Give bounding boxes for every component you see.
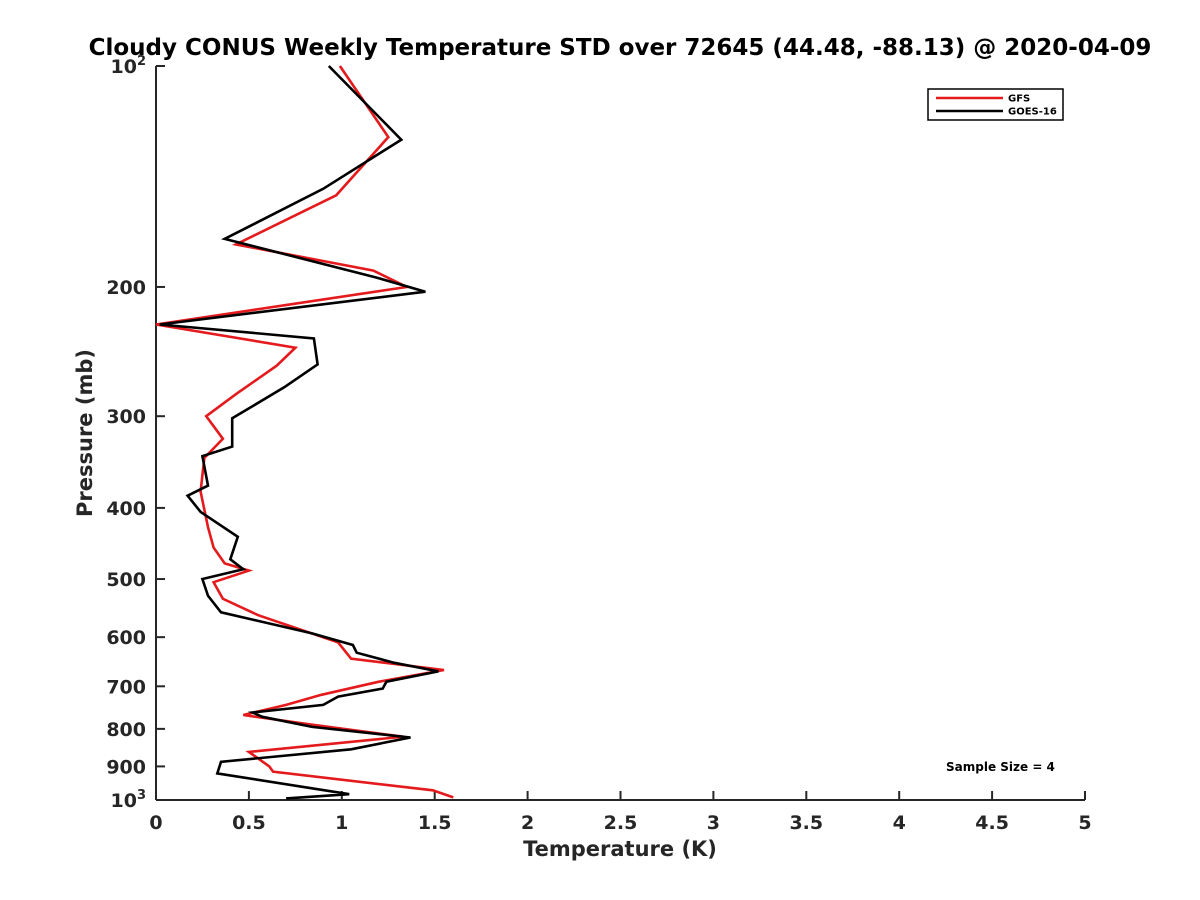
y-tick-label: 600 <box>106 627 146 649</box>
x-axis-label: Temperature (K) <box>523 837 717 861</box>
legend-box <box>927 88 1064 121</box>
x-tick-label: 2 <box>521 812 534 834</box>
y-tick-label: 103 <box>111 788 147 812</box>
legend-label-goes-16: GOES-16 <box>1008 107 1057 118</box>
x-ticks: 0 0.5 1 1.5 2 2.5 3 3.5 4 4.5 5 <box>149 791 1092 834</box>
legend: GFS GOES-16 <box>927 88 1064 121</box>
y-tick-label: 102 <box>111 54 147 78</box>
series-lines <box>155 65 454 800</box>
x-tick-label: 5 <box>1078 812 1091 834</box>
x-tick-label: 1.5 <box>418 812 452 834</box>
y-axis-label: Pressure (mb) <box>73 349 97 517</box>
series-line-goes-16 <box>159 65 439 800</box>
plot-area: 0 0.5 1 1.5 2 2.5 3 3.5 4 4.5 5 102 200 300 400 500 600… <box>106 54 1091 834</box>
x-tick-label: 4.5 <box>975 812 1009 834</box>
y-tick-label: 300 <box>106 406 146 428</box>
y-ticks: 102 200 300 400 500 600 700 800 900 103 <box>106 54 165 812</box>
x-tick-label: 2.5 <box>604 812 638 834</box>
series-line-gfs <box>155 65 454 799</box>
x-tick-label: 3 <box>707 812 720 834</box>
y-tick-label: 200 <box>106 277 146 299</box>
x-tick-label: 4 <box>893 812 906 834</box>
y-tick-label: 700 <box>106 676 146 698</box>
sample-size-annotation: Sample Size = 4 <box>946 760 1055 774</box>
x-tick-label: 0.5 <box>232 812 266 834</box>
chart-title: Cloudy CONUS Weekly Temperature STD over… <box>89 35 1152 61</box>
y-tick-label: 800 <box>106 719 146 741</box>
x-tick-label: 0 <box>149 812 162 834</box>
y-tick-label: 900 <box>106 756 146 778</box>
y-tick-label: 500 <box>106 569 146 591</box>
y-tick-label: 400 <box>106 498 146 520</box>
x-tick-label: 1 <box>335 812 348 834</box>
x-tick-label: 3.5 <box>789 812 823 834</box>
legend-label-gfs: GFS <box>1008 94 1030 105</box>
